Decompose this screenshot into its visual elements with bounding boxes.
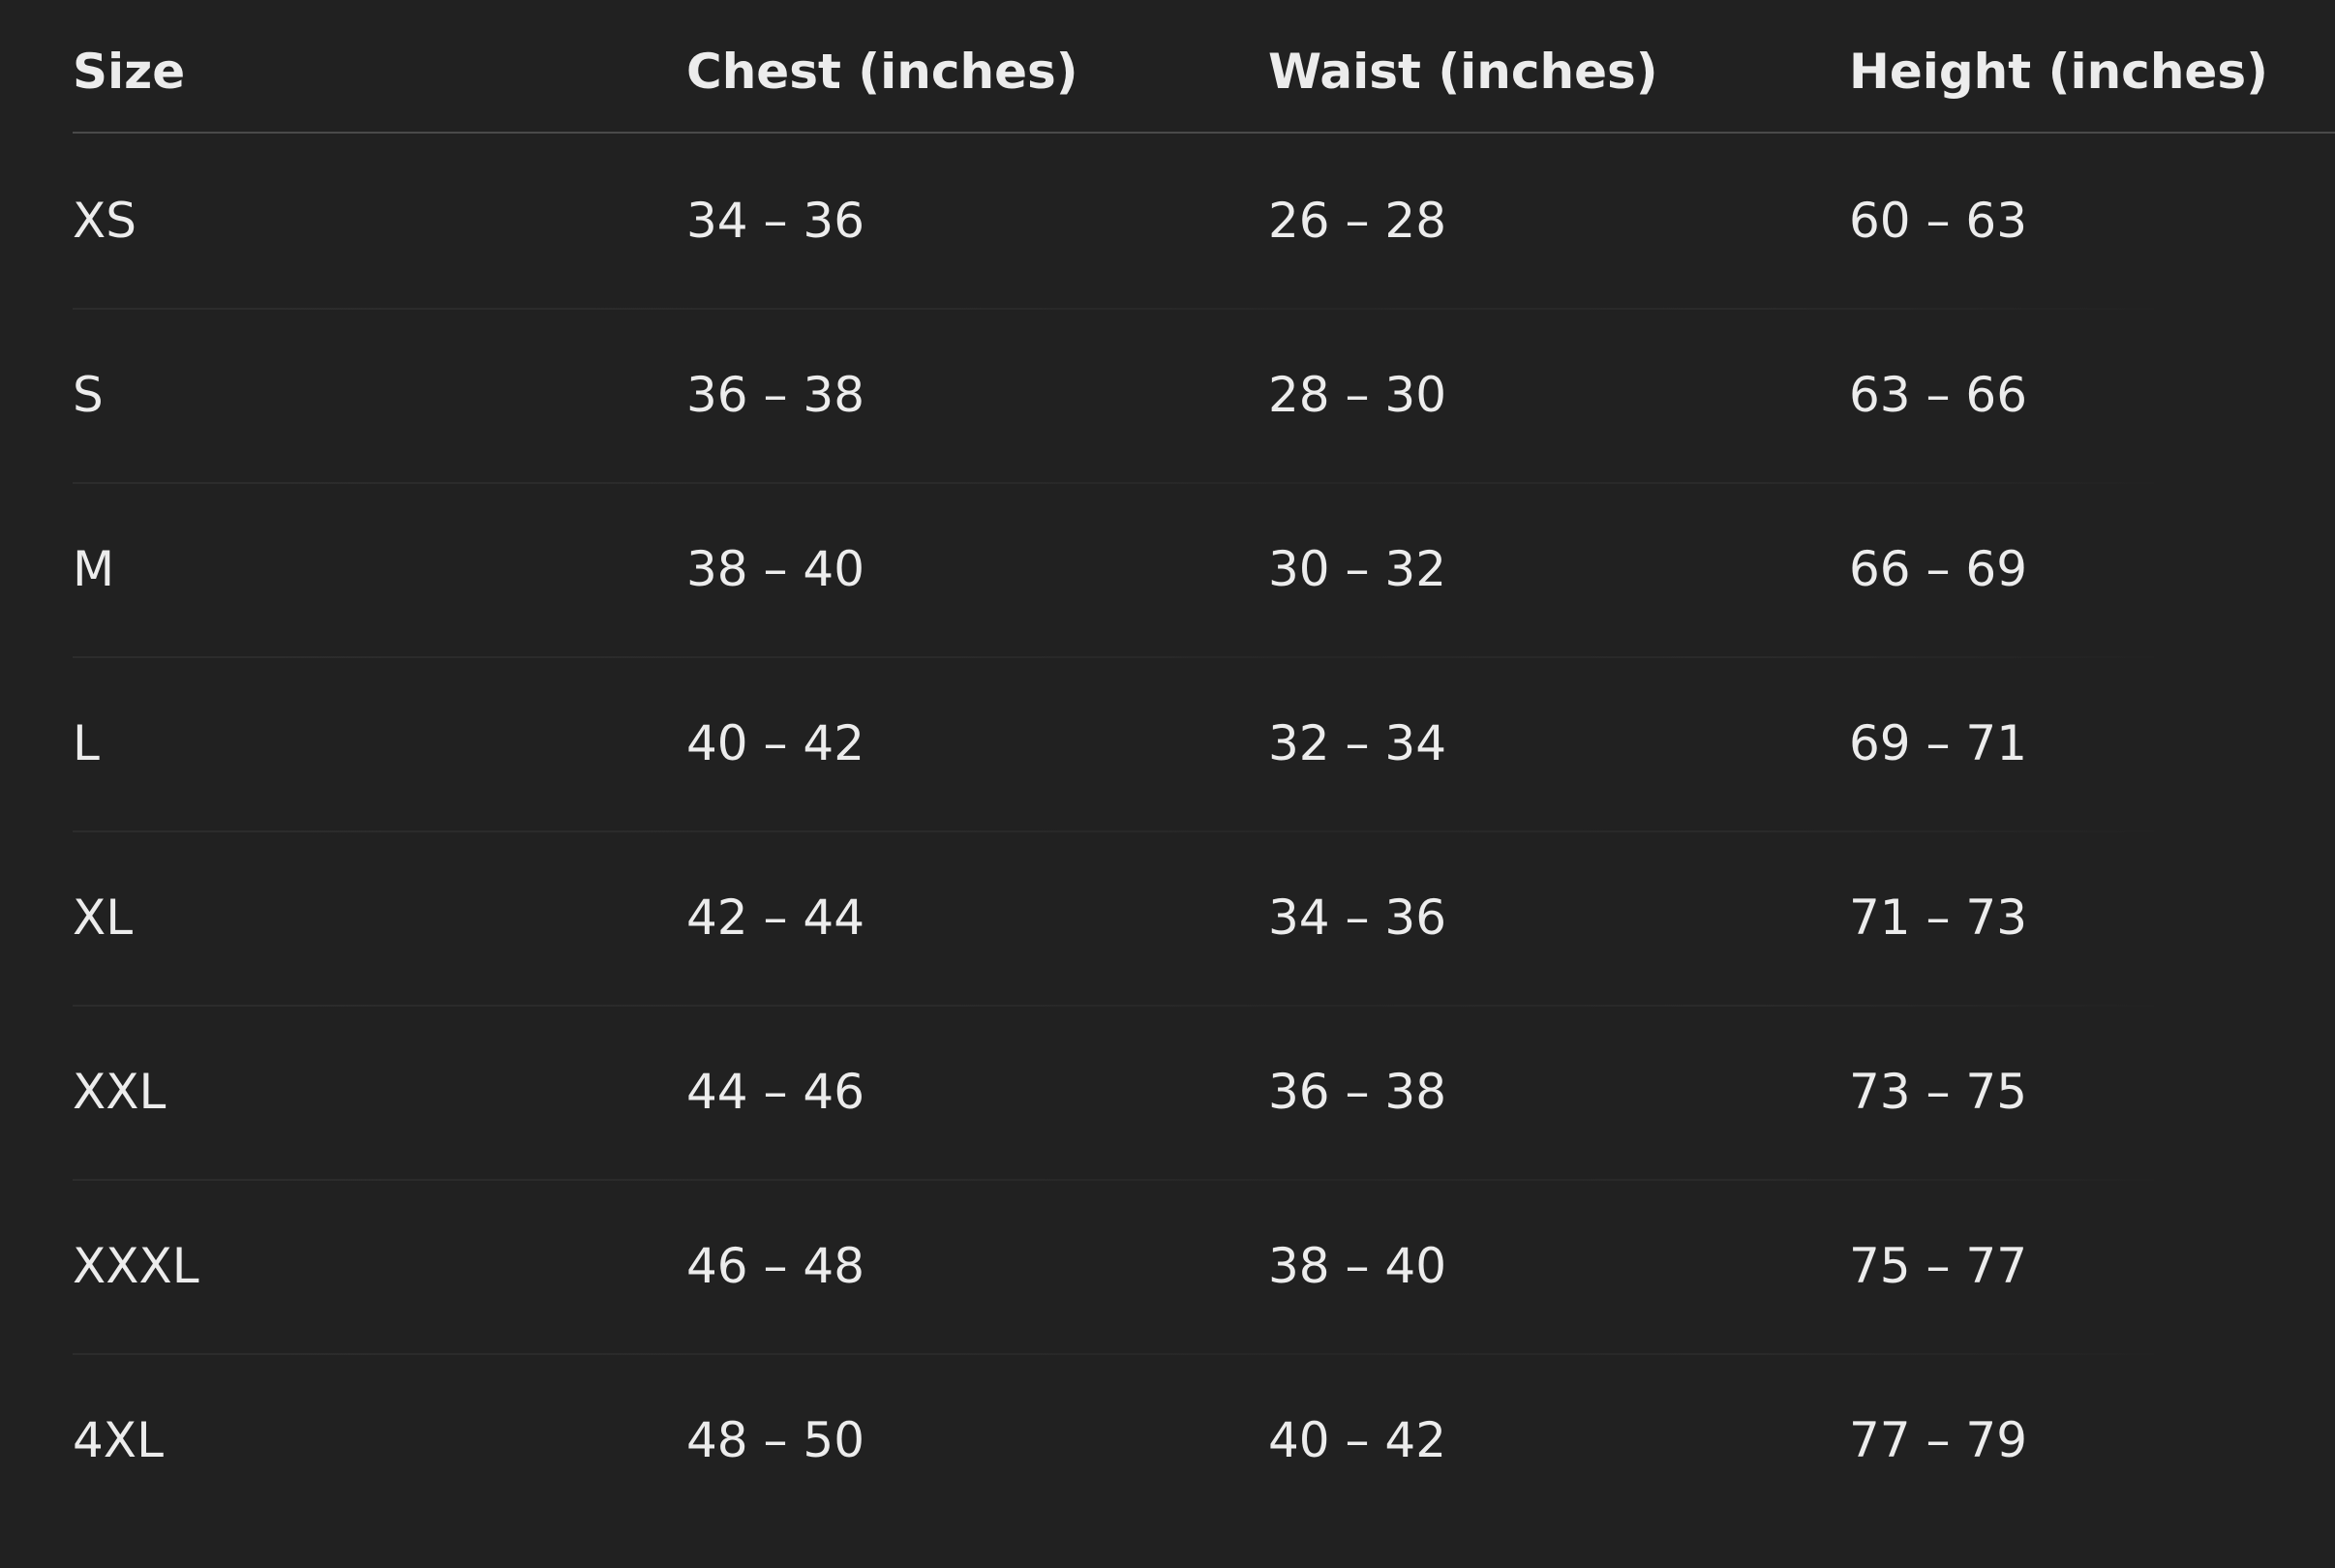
- cell: 69 – 71: [1849, 715, 2028, 771]
- cell: XXXL: [73, 1238, 199, 1294]
- cell: M: [73, 541, 115, 597]
- cell: 30 – 32: [1268, 541, 1447, 597]
- cell: 77 – 79: [1849, 1412, 2028, 1468]
- header-cell: Chest (inches): [686, 44, 1078, 100]
- cell: 38 – 40: [1268, 1238, 1447, 1294]
- cell: XS: [73, 193, 136, 249]
- cell: XL: [73, 890, 134, 946]
- row-rule: [73, 482, 2154, 484]
- cell: 63 – 66: [1849, 367, 2028, 423]
- row-rule: [73, 1179, 2154, 1181]
- row-rule: [73, 308, 2154, 310]
- cell: 28 – 30: [1268, 367, 1447, 423]
- cell: 34 – 36: [686, 193, 865, 249]
- cell: 26 – 28: [1268, 193, 1447, 249]
- cell: 40 – 42: [686, 715, 865, 771]
- header-cell: Waist (inches): [1268, 44, 1658, 100]
- row-rule: [73, 1005, 2154, 1007]
- cell: 73 – 75: [1849, 1064, 2028, 1120]
- cell: 48 – 50: [686, 1412, 865, 1468]
- cell: 36 – 38: [686, 367, 865, 423]
- cell: S: [73, 367, 104, 423]
- header-rule: [73, 132, 2335, 134]
- cell: 66 – 69: [1849, 541, 2028, 597]
- cell: 46 – 48: [686, 1238, 865, 1294]
- header-cell: Height (inches): [1849, 44, 2268, 100]
- cell: 38 – 40: [686, 541, 865, 597]
- cell: 71 – 73: [1849, 890, 2028, 946]
- cell: 75 – 77: [1849, 1238, 2028, 1294]
- cell: L: [73, 715, 100, 771]
- cell: 44 – 46: [686, 1064, 865, 1120]
- cell: XXL: [73, 1064, 167, 1120]
- cell: 60 – 63: [1849, 193, 2028, 249]
- row-rule: [73, 656, 2154, 658]
- row-rule: [73, 1353, 2154, 1355]
- row-rule: [73, 830, 2154, 832]
- header-cell: Size: [73, 44, 186, 100]
- cell: 4XL: [73, 1412, 164, 1468]
- cell: 32 – 34: [1268, 715, 1447, 771]
- cell: 36 – 38: [1268, 1064, 1447, 1120]
- cell: 40 – 42: [1268, 1412, 1447, 1468]
- cell: 42 – 44: [686, 890, 865, 946]
- cell: 34 – 36: [1268, 890, 1447, 946]
